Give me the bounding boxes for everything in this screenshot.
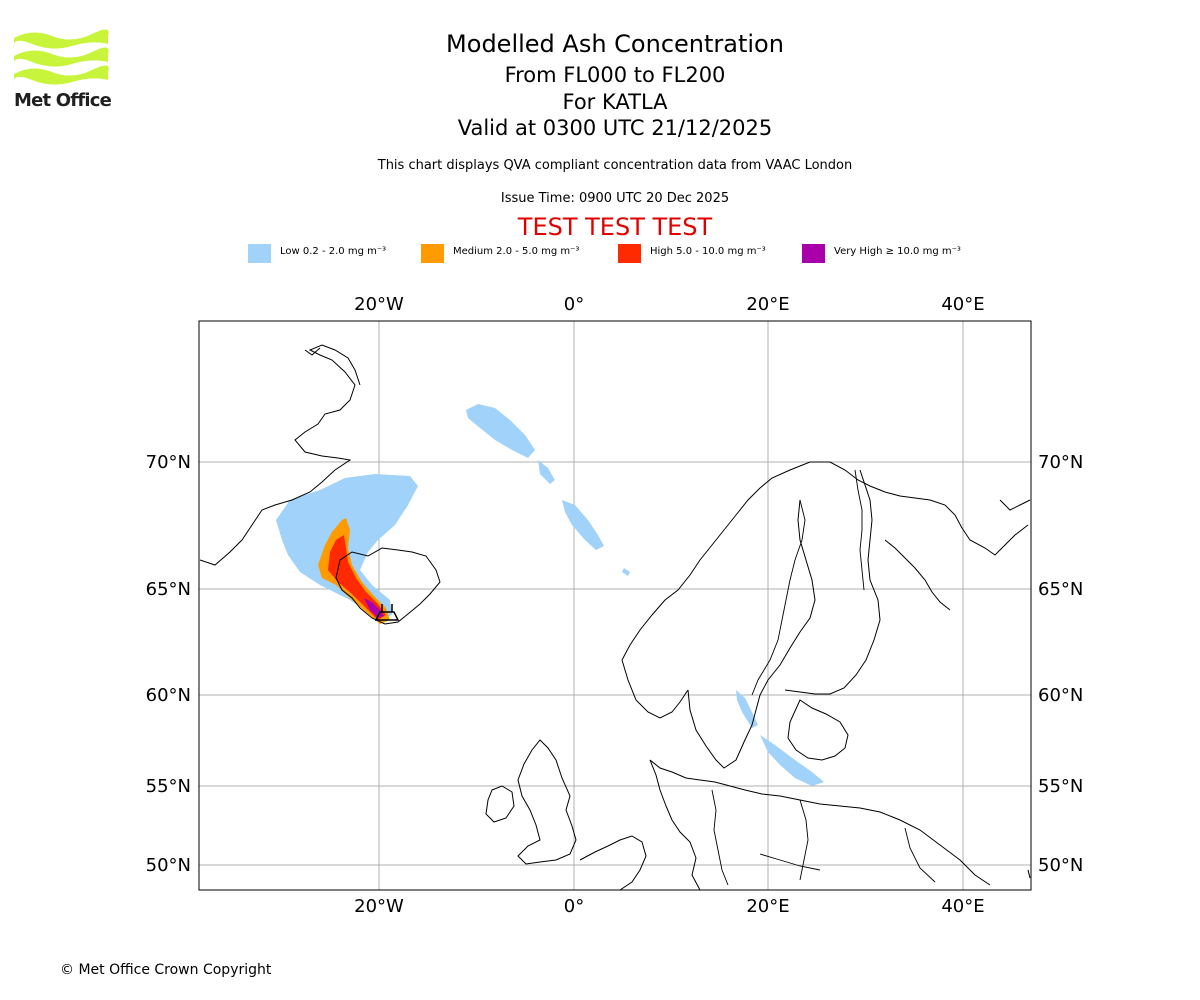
issue-time: Issue Time: 0900 UTC 20 Dec 2025	[500, 191, 730, 206]
lat-label-right-60n: 60°N	[1038, 685, 1083, 706]
flight-level-range: From FL000 to FL200	[504, 63, 726, 87]
legend-label-low: Low 0.2 - 2.0 mg m⁻³	[280, 246, 387, 257]
coastlines	[199, 344, 1031, 890]
lon-label-top-20e: 20°E	[746, 294, 789, 315]
lon-label-bottom-20e: 20°E	[746, 896, 789, 917]
legend-label-high: High 5.0 - 10.0 mg m⁻³	[650, 246, 766, 257]
test-banner: TEST TEST TEST	[517, 213, 713, 241]
legend-swatch-very-high	[802, 244, 825, 263]
lon-label-top-0: 0°	[564, 294, 584, 315]
lon-label-bottom-20w: 20°W	[354, 896, 404, 917]
map-frame	[198, 320, 1032, 891]
valid-time: Valid at 0300 UTC 21/12/2025	[457, 116, 773, 140]
qva-subtitle: This chart displays QVA compliant concen…	[377, 158, 853, 173]
volcano-name: For KATLA	[562, 90, 668, 114]
lat-label-left-60n: 60°N	[146, 685, 191, 706]
met-office-wave-logo	[13, 29, 109, 85]
legend-swatch-medium	[421, 244, 444, 263]
lat-label-right-70n: 70°N	[1038, 452, 1083, 473]
lat-label-left-50n: 50°N	[146, 855, 191, 876]
country-borders	[711, 469, 936, 886]
map-gridlines	[199, 321, 1031, 890]
katla-volcano-icon	[374, 604, 400, 621]
lon-label-bottom-0: 0°	[564, 896, 584, 917]
lat-label-left-70n: 70°N	[146, 452, 191, 473]
lon-label-bottom-40e: 40°E	[941, 896, 984, 917]
ash-cloud-high	[328, 535, 386, 620]
copyright-notice: © Met Office Crown Copyright	[60, 962, 272, 978]
legend-label-very-high: Very High ≥ 10.0 mg m⁻³	[834, 246, 961, 257]
legend-swatch-low	[248, 244, 271, 263]
lat-label-left-65n: 65°N	[146, 579, 191, 600]
lat-label-left-55n: 55°N	[146, 776, 191, 797]
lat-label-right-50n: 50°N	[1038, 855, 1083, 876]
legend-swatch-high	[618, 244, 641, 263]
legend-label-medium: Medium 2.0 - 5.0 mg m⁻³	[453, 246, 580, 257]
lon-label-top-40e: 40°E	[941, 294, 984, 315]
chart-title: Modelled Ash Concentration	[446, 30, 784, 58]
lon-label-top-20w: 20°W	[354, 294, 404, 315]
lat-label-right-55n: 55°N	[1038, 776, 1083, 797]
met-office-logo-text: Met Office	[14, 90, 112, 111]
lat-label-right-65n: 65°N	[1038, 579, 1083, 600]
